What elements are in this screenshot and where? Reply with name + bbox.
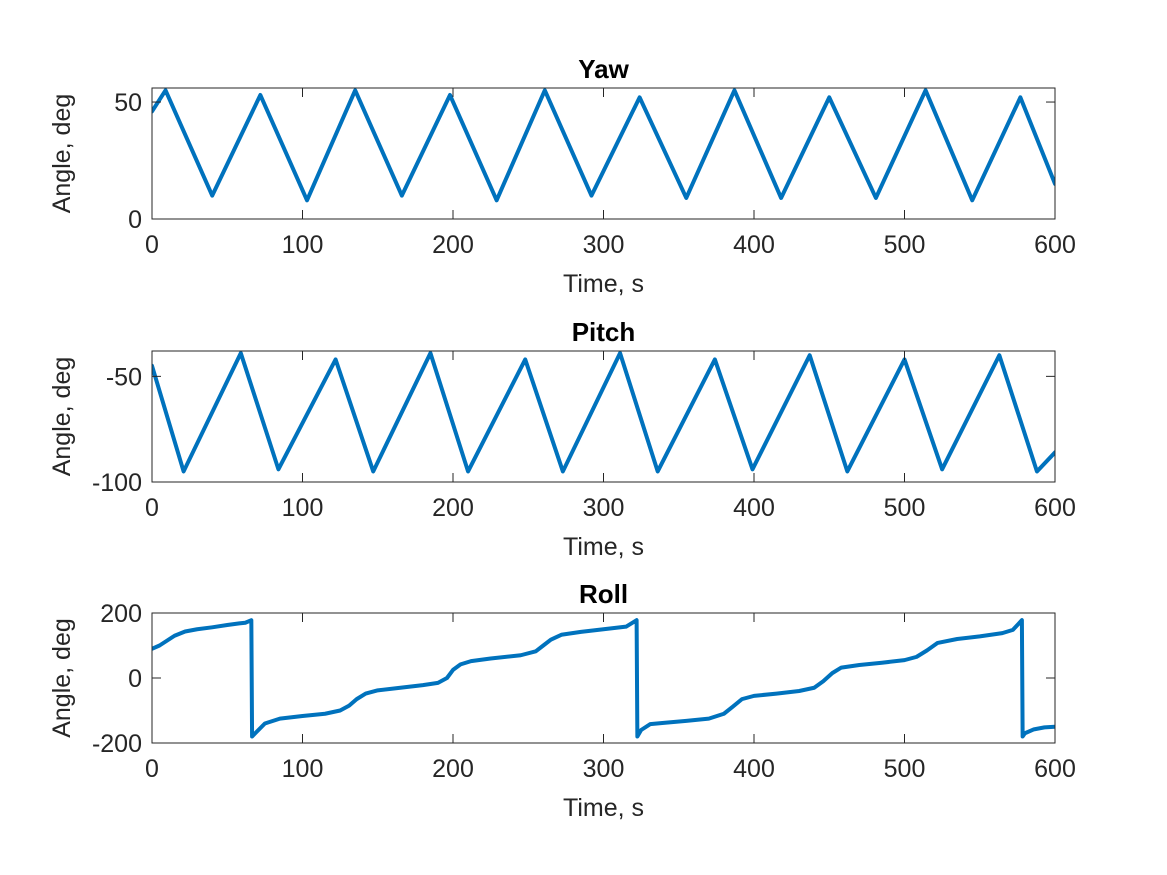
y-tick-label: 50 — [114, 89, 142, 117]
x-tick-label: 300 — [583, 755, 625, 783]
chart-title: Pitch — [572, 317, 636, 347]
series-line-pitch — [152, 351, 1055, 474]
x-tick-label: 300 — [583, 494, 625, 522]
y-tick-label: -50 — [106, 363, 142, 391]
x-tick-label: 600 — [1034, 755, 1076, 783]
x-tick-label: 0 — [145, 494, 159, 522]
x-tick-label: 600 — [1034, 494, 1076, 522]
y-axis-label: Angle, deg — [48, 618, 76, 738]
series-line-roll — [152, 618, 1055, 739]
x-tick-label: 200 — [432, 755, 474, 783]
y-axis-label: Angle, deg — [48, 94, 76, 214]
x-tick-label: 100 — [282, 231, 324, 259]
plot-area — [152, 88, 1055, 219]
x-axis-label: Time, s — [563, 533, 644, 561]
x-tick-label: 500 — [884, 231, 926, 259]
subplot-yaw: 0 100 200 300 400 500 600 0 50 Yaw Time, s Angle, d… — [48, 54, 1076, 298]
x-tick-label: 400 — [733, 755, 775, 783]
x-tick-label: 0 — [145, 755, 159, 783]
y-tick-label: 200 — [100, 600, 142, 628]
x-tick-label: 200 — [432, 494, 474, 522]
plot-area — [152, 351, 1055, 482]
x-tick-label: 500 — [884, 494, 926, 522]
y-axis-label: Angle, deg — [48, 357, 76, 477]
chart-title: Yaw — [578, 54, 629, 84]
x-tick-label: 500 — [884, 755, 926, 783]
x-tick-label: 300 — [583, 231, 625, 259]
x-tick-label: 0 — [145, 231, 159, 259]
y-tick-label: -200 — [92, 730, 142, 758]
y-tick-label: -100 — [92, 469, 142, 497]
subplot-pitch: 0 100 200 300 400 500 600 -100 -50 Pitch Time, s An… — [48, 317, 1076, 561]
chart-title: Roll — [579, 579, 628, 609]
x-tick-label: 200 — [432, 231, 474, 259]
x-tick-label: 100 — [282, 755, 324, 783]
y-tick-label: 0 — [128, 665, 142, 693]
y-tick-label: 0 — [128, 206, 142, 234]
x-tick-label: 400 — [733, 494, 775, 522]
x-tick-label: 400 — [733, 231, 775, 259]
series-line-yaw — [152, 88, 1055, 203]
x-tick-label: 100 — [282, 494, 324, 522]
x-tick-label: 600 — [1034, 231, 1076, 259]
x-axis-label: Time, s — [563, 270, 644, 298]
plot-area — [152, 613, 1055, 743]
x-axis-label: Time, s — [563, 794, 644, 822]
